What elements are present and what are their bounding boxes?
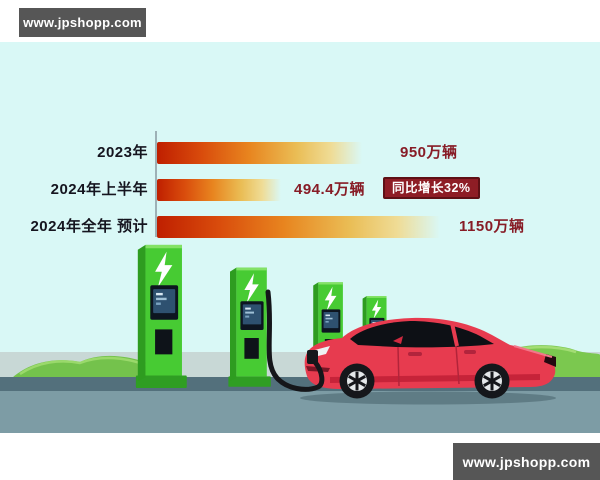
bar-2024h1 (157, 179, 281, 201)
car-door-seams (397, 345, 460, 387)
category-label-2023: 2023年 (97, 144, 148, 161)
growth-badge: 同比增长32% (383, 177, 480, 199)
car-door-handle-front (408, 352, 422, 356)
rear-wheel (474, 363, 510, 399)
charging-plug (307, 350, 318, 364)
road (0, 391, 600, 433)
category-label-2024h1: 2024年上半年 (50, 181, 148, 198)
car-door-handle-rear (464, 350, 476, 354)
chart-axis (155, 131, 157, 237)
category-label-2024fy: 2024年全年 预计 (30, 218, 148, 235)
value-label-2024fy: 1150万辆 (459, 218, 525, 235)
watermark-top-left: www.jpshopp.com (19, 8, 146, 37)
electric-car (304, 317, 556, 399)
car-windows (350, 321, 494, 348)
watermark-bottom-right: www.jpshopp.com (453, 443, 600, 480)
front-wheel (339, 363, 375, 399)
charging-cable (265, 289, 325, 392)
car-taillight (544, 354, 556, 367)
car-trunk-highlight (513, 345, 553, 358)
value-label-2024h1: 494.4万辆 (294, 181, 366, 198)
value-label-2023: 950万辆 (400, 144, 458, 161)
car-mirror (393, 336, 403, 344)
bar-2023 (157, 142, 362, 164)
bar-2024fy (157, 216, 440, 238)
car-b-pillar (450, 322, 459, 347)
left-hill (12, 355, 177, 378)
